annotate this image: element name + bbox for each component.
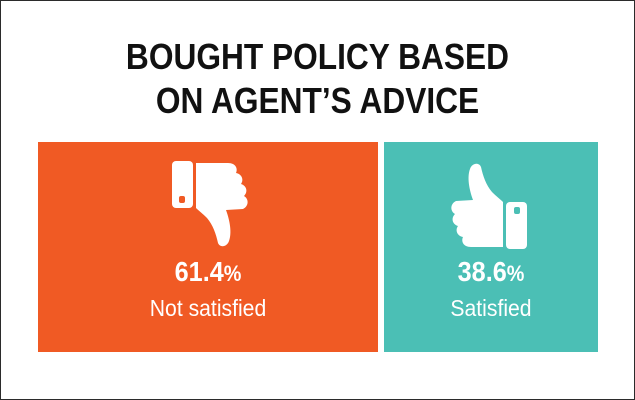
value-label-not-satisfied: 61.4% xyxy=(174,256,242,287)
chart-title-line-1: BOUGHT POLICY BASED xyxy=(125,36,510,77)
stacked-bar-chart: 61.4% Not satisfied 38.6% Satisfied xyxy=(38,142,598,352)
thumbs-up-icon xyxy=(441,155,541,255)
chart-title: BOUGHT POLICY BASED ON AGENT’S ADVICE xyxy=(39,35,596,123)
value-label-satisfied: 38.6% xyxy=(457,256,525,287)
bar-segment-satisfied: 38.6% Satisfied xyxy=(384,142,598,352)
chart-title-line-2: ON AGENT’S ADVICE xyxy=(155,80,480,121)
bar-segment-not-satisfied: 61.4% Not satisfied xyxy=(38,142,378,352)
category-label-not-satisfied: Not satisfied xyxy=(149,295,267,321)
thumbs-down-icon xyxy=(158,155,258,255)
category-label-satisfied: Satisfied xyxy=(450,295,532,321)
